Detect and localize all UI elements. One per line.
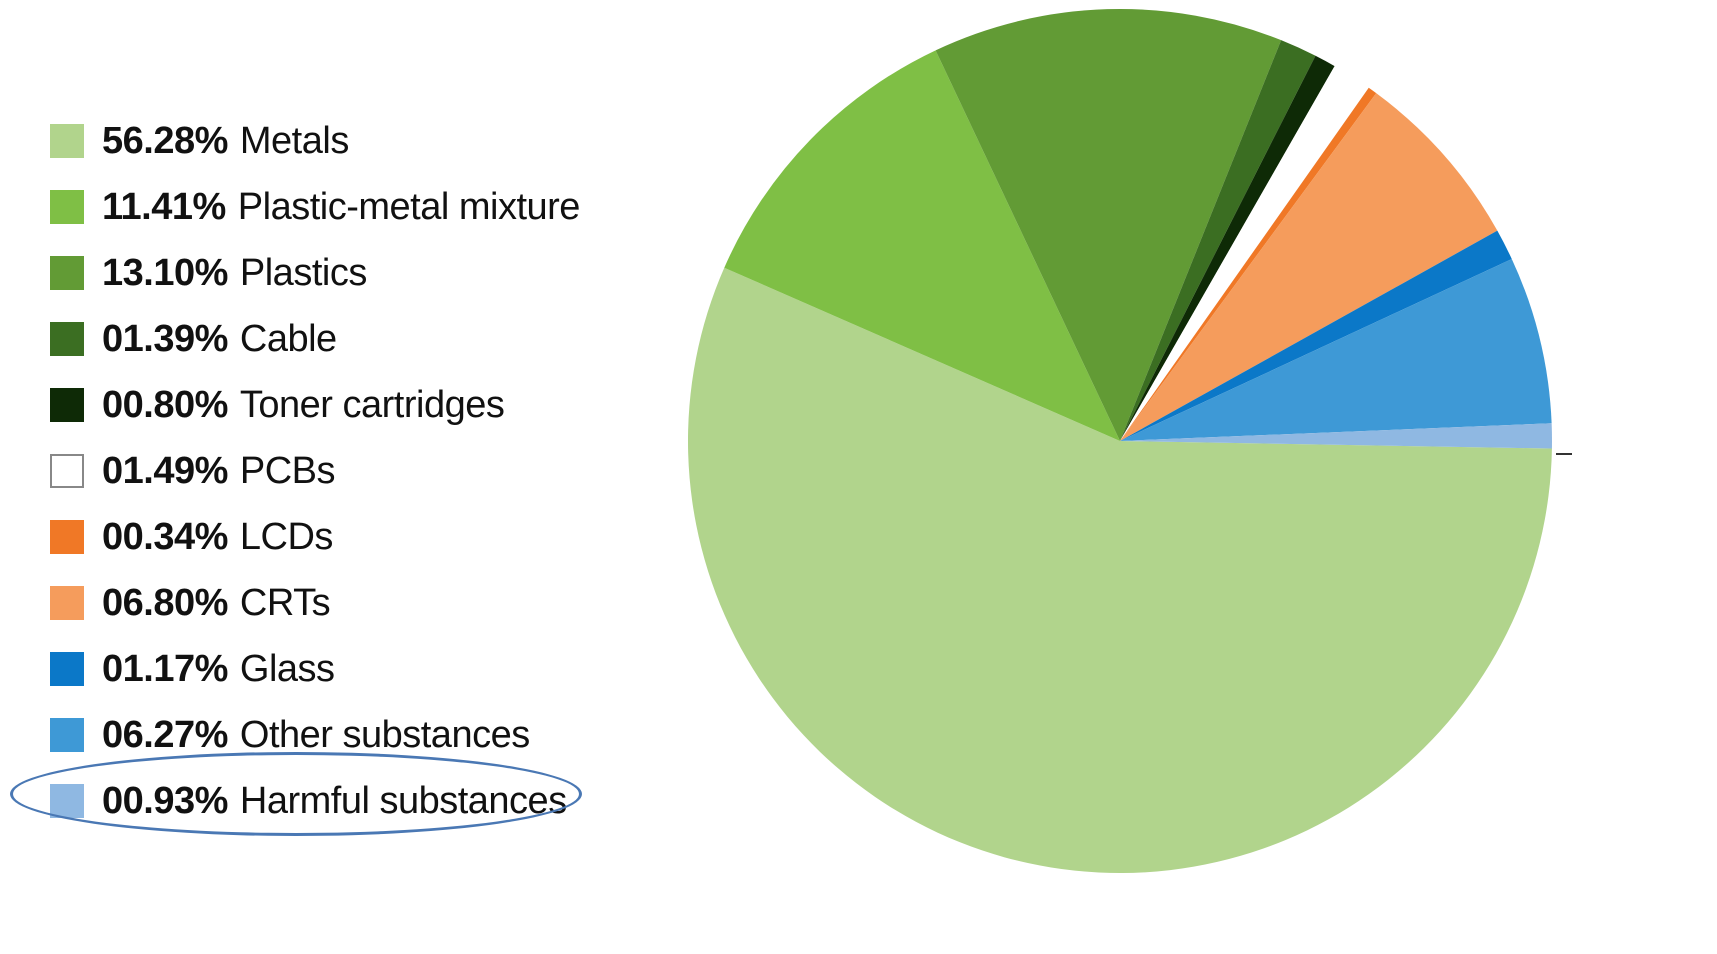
pie-slice-plastic-metal-mixture <box>724 50 1120 441</box>
pie-slice-metals <box>687 267 1552 874</box>
legend-swatch <box>50 124 84 158</box>
legend-swatch <box>50 388 84 422</box>
legend-item: 00.34% LCDs <box>50 504 580 570</box>
pie-slice-other-substances <box>1120 258 1552 441</box>
legend-item: 56.28% Metals <box>50 108 580 174</box>
pie-slice-pcbs <box>1120 66 1369 441</box>
legend-item: 01.17% Glass <box>50 636 580 702</box>
legend-swatch <box>50 718 84 752</box>
legend-percent: 00.34% <box>102 515 228 558</box>
legend: 56.28% Metals 11.41% Plastic-metal mixture 1… <box>50 108 580 834</box>
legend-swatch <box>50 454 84 488</box>
legend-percent: 06.27% <box>102 713 228 756</box>
legend-swatch <box>50 256 84 290</box>
pie-slice-glass <box>1120 230 1512 441</box>
legend-item: 06.27% Other substances <box>50 702 580 768</box>
pie-slice-plastics <box>935 8 1282 441</box>
pie-slice-lcds <box>1120 87 1377 441</box>
legend-item: 01.49% PCBs <box>50 438 580 504</box>
legend-swatch <box>50 784 84 818</box>
legend-label: Toner cartridges <box>239 383 505 426</box>
legend-percent: 00.93% <box>102 779 228 822</box>
legend-label: LCDs <box>239 515 334 558</box>
legend-percent: 11.41% <box>102 185 226 228</box>
legend-percent: 56.28% <box>102 119 228 162</box>
pie-slice-cable <box>1120 40 1316 442</box>
legend-percent: 01.39% <box>102 317 228 360</box>
legend-swatch <box>50 652 84 686</box>
legend-percent: 13.10% <box>102 251 228 294</box>
legend-percent: 01.17% <box>102 647 228 690</box>
legend-swatch <box>50 520 84 554</box>
legend-label: CRTs <box>239 581 331 624</box>
legend-swatch <box>50 322 84 356</box>
legend-label: Plastics <box>239 251 367 294</box>
pie-slice-toner-cartridges <box>1120 55 1335 442</box>
legend-label: Plastic-metal mixture <box>237 185 581 228</box>
legend-percent: 06.80% <box>102 581 228 624</box>
legend-item: 06.80% CRTs <box>50 570 580 636</box>
legend-item: 13.10% Plastics <box>50 240 580 306</box>
legend-percent: 00.80% <box>102 383 228 426</box>
legend-swatch <box>50 586 84 620</box>
legend-swatch <box>50 190 84 224</box>
pie-slice-crts <box>1120 93 1498 442</box>
legend-item: 11.41% Plastic-metal mixture <box>50 174 580 240</box>
legend-label: Glass <box>239 647 335 690</box>
legend-item: 00.80% Toner cartridges <box>50 372 580 438</box>
legend-label: Metals <box>239 119 349 162</box>
legend-label: Harmful substances <box>239 779 567 822</box>
legend-label: Cable <box>239 317 337 360</box>
legend-item: 00.93% Harmful substances <box>50 768 580 834</box>
legend-label: Other substances <box>239 713 530 756</box>
legend-item: 01.39% Cable <box>50 306 580 372</box>
legend-percent: 01.49% <box>102 449 228 492</box>
legend-label: PCBs <box>239 449 336 492</box>
pie-slice-harmful-substances <box>1120 423 1552 449</box>
